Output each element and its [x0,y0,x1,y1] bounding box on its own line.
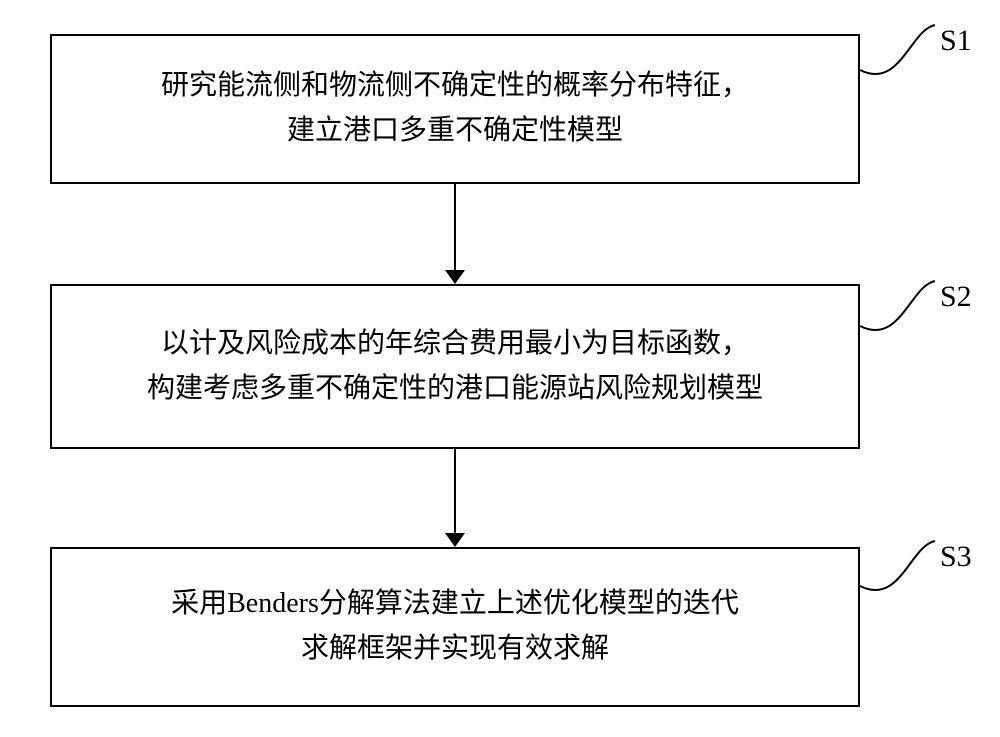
flow-node-s1-line-1: 建立港口多重不确定性模型 [287,109,623,154]
flowchart-canvas: 研究能流侧和物流侧不确定性的概率分布特征，建立港口多重不确定性模型 S1 以计及风险… [0,0,1000,737]
step-label-s3: S3 [940,540,972,574]
flow-node-s2-line-0: 以计及风险成本的年综合费用最小为目标函数， [161,322,749,367]
step-label-s2: S2 [940,280,972,314]
flow-node-s1: 研究能流侧和物流侧不确定性的概率分布特征，建立港口多重不确定性模型 [50,34,860,184]
flow-node-s1-line-0: 研究能流侧和物流侧不确定性的概率分布特征， [161,64,749,109]
label-connector-s1 [860,25,935,74]
edge-arrowhead-0 [445,270,465,284]
flow-node-s3-line-1: 求解框架并实现有效求解 [301,627,609,672]
flow-node-s3-line-0: 采用Benders分解算法建立上述优化模型的迭代 [171,582,739,627]
flow-node-s3: 采用Benders分解算法建立上述优化模型的迭代求解框架并实现有效求解 [50,547,860,707]
edge-arrowhead-1 [445,533,465,547]
label-connector-s2 [860,281,935,330]
flow-node-s2: 以计及风险成本的年综合费用最小为目标函数，构建考虑多重不确定性的港口能源站风险规… [50,284,860,449]
step-label-s1: S1 [940,24,972,58]
flow-node-s2-line-1: 构建考虑多重不确定性的港口能源站风险规划模型 [147,367,763,412]
label-connector-s3 [860,541,935,590]
